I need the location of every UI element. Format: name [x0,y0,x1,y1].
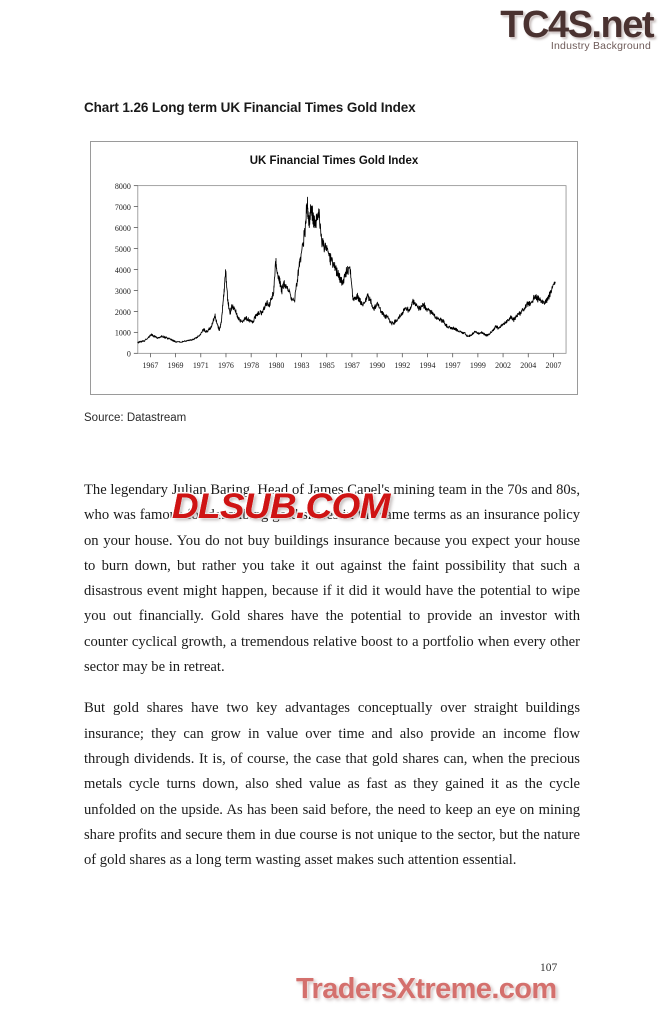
svg-text:1000: 1000 [115,329,131,338]
svg-text:1983: 1983 [294,361,310,370]
paragraph-2: But gold shares have two key advantages … [84,700,580,869]
svg-text:1969: 1969 [168,361,184,370]
chart-caption: Chart 1.26 Long term UK Financial Times … [84,100,416,115]
svg-text:1978: 1978 [243,361,259,370]
svg-text:2002: 2002 [495,361,511,370]
header-watermark-title: TC4S.net [500,4,654,46]
svg-text:6000: 6000 [115,224,131,233]
svg-text:1980: 1980 [268,361,284,370]
chart-plot-area: 0 1000 2000 3000 4000 5000 6000 7000 8000 1967 196… [91,142,577,394]
dlsub-watermark-fill: DLSUB.COM [172,487,390,526]
svg-text:2004: 2004 [520,361,536,370]
svg-text:0: 0 [127,350,131,359]
svg-text:8000: 8000 [115,182,131,191]
svg-text:2000: 2000 [115,308,131,317]
svg-text:7000: 7000 [115,203,131,212]
svg-text:1987: 1987 [344,361,360,370]
svg-text:3000: 3000 [115,287,131,296]
svg-text:1994: 1994 [420,361,436,370]
header-watermark: TC4S.net Industry Background [452,0,657,62]
svg-text:1999: 1999 [470,361,486,370]
svg-text:1976: 1976 [218,361,234,370]
chart-figure: UK Financial Times Gold Index 0 1000 2000 3… [90,141,578,395]
header-watermark-subtitle: Industry Background [550,40,651,52]
svg-text:5000: 5000 [115,245,131,254]
svg-text:1967: 1967 [142,361,158,370]
footer-watermark: TradersXtreme.com [295,972,558,1006]
svg-text:1985: 1985 [319,361,335,370]
svg-text:1992: 1992 [394,361,410,370]
body-copy: The legendary Julian Baring, Head of Jam… [84,478,580,873]
page-number: 107 [540,962,558,974]
paragraph-1: The legendary Julian Baring, Head of Jam… [84,482,580,676]
svg-text:2007: 2007 [545,361,561,370]
svg-text:1990: 1990 [369,361,385,370]
svg-text:1971: 1971 [193,361,209,370]
svg-text:1997: 1997 [445,361,461,370]
svg-text:4000: 4000 [115,266,131,275]
source-note: Source: Datastream [84,412,187,424]
gold-index-line-chart: 0 1000 2000 3000 4000 5000 6000 7000 8000 1967 196… [115,182,567,370]
chart-title: UK Financial Times Gold Index [249,155,419,167]
dlsub-watermark: DLSUB.COM [170,486,391,528]
